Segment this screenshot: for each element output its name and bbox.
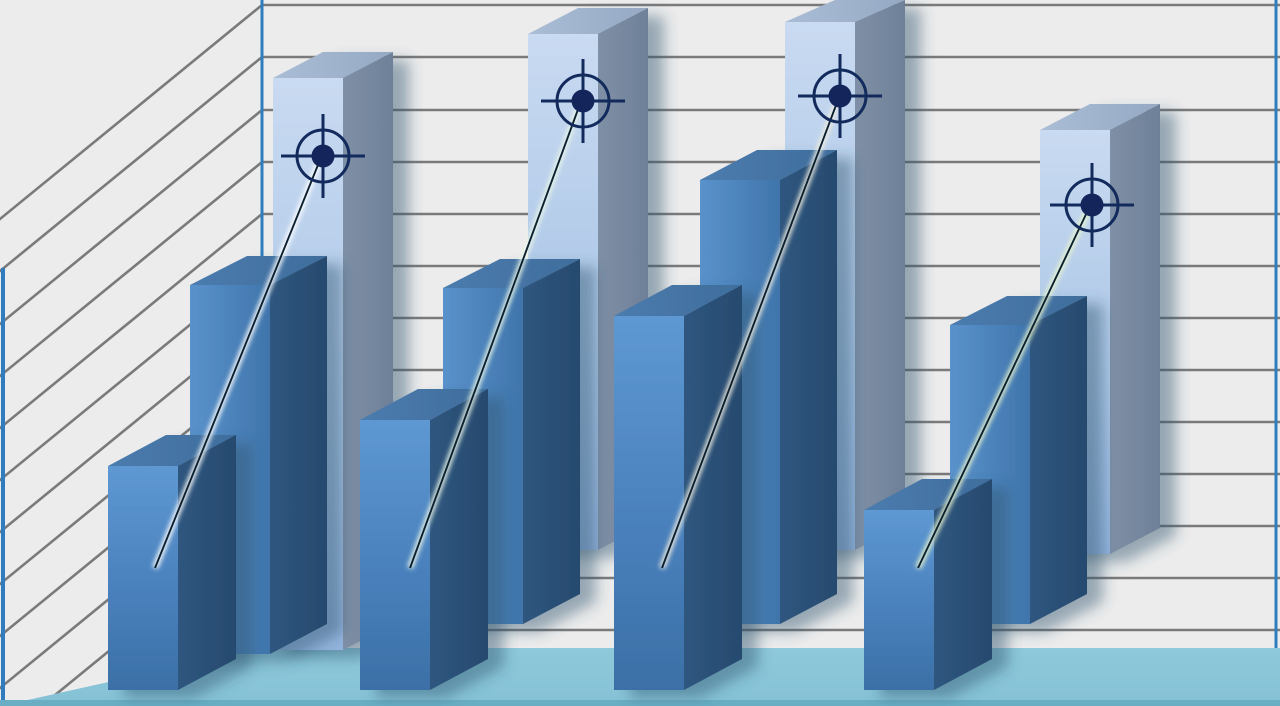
target-crosshair-icon[interactable] bbox=[1050, 163, 1134, 247]
bar-top-face bbox=[950, 296, 1087, 325]
bar-top-face bbox=[1040, 104, 1160, 130]
bar-top-face bbox=[528, 8, 648, 34]
bar-side-face bbox=[430, 389, 488, 690]
bar-1[interactable] bbox=[108, 435, 236, 690]
target-crosshair-icon[interactable] bbox=[541, 59, 625, 143]
bar-top-face bbox=[360, 389, 488, 420]
arrow-3 bbox=[659, 98, 841, 570]
bar-top-face bbox=[443, 259, 580, 288]
bar-side-face bbox=[1030, 296, 1087, 624]
growth-arrows bbox=[152, 98, 1092, 570]
bar-top-face bbox=[614, 285, 742, 316]
bar-7[interactable] bbox=[614, 285, 742, 690]
bar-side-face bbox=[1110, 104, 1160, 554]
arrow-2 bbox=[407, 102, 583, 570]
bar-front-face bbox=[360, 420, 430, 690]
bar-side-face bbox=[270, 256, 327, 654]
bar-top-face bbox=[785, 0, 905, 22]
bar-front-face bbox=[864, 510, 934, 690]
bar-front-face bbox=[108, 466, 178, 690]
bar-side-face bbox=[934, 479, 992, 690]
bar-front-face bbox=[614, 316, 684, 690]
bar-top-face bbox=[190, 256, 327, 285]
bar-4[interactable] bbox=[360, 389, 488, 690]
arrow-4 bbox=[915, 206, 1092, 570]
target-crosshair-icon[interactable] bbox=[281, 114, 365, 198]
bar-10[interactable] bbox=[864, 479, 992, 690]
bar-top-face bbox=[864, 479, 992, 510]
target-markers bbox=[281, 54, 1134, 247]
bar-side-face bbox=[780, 150, 837, 624]
floor-baseline bbox=[0, 700, 1280, 706]
target-crosshair-icon[interactable] bbox=[798, 54, 882, 138]
bar-side-face bbox=[523, 259, 580, 624]
bar-top-face bbox=[273, 52, 393, 78]
bar-side-face bbox=[178, 435, 236, 690]
bar-top-face bbox=[700, 150, 837, 180]
bar-side-face bbox=[855, 0, 905, 550]
arrow-1 bbox=[152, 158, 323, 570]
